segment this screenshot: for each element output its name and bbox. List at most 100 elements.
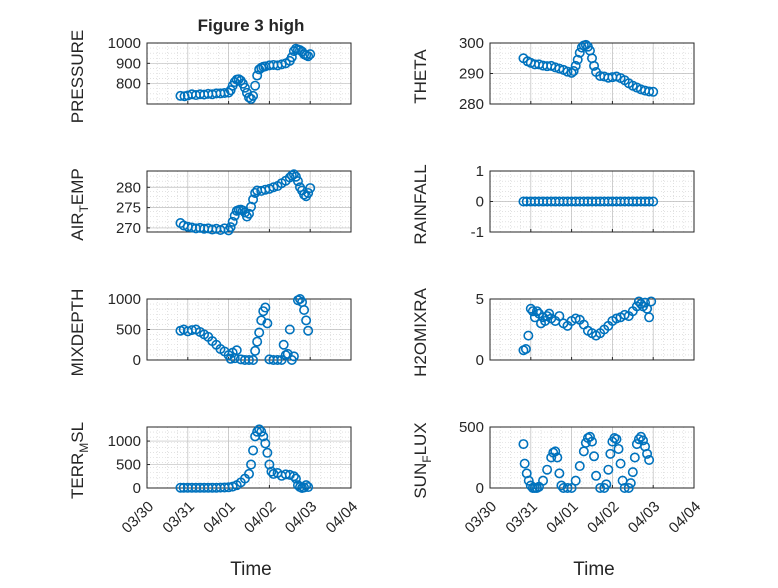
y-tick-label: 275 [116,200,141,217]
data-point [644,454,655,465]
data-point [570,60,581,71]
data-point [272,354,283,365]
data-point [299,482,310,493]
y-tick-label: 900 [116,55,141,72]
data-point [586,436,597,447]
data-point [225,222,236,233]
data-point [520,344,531,355]
y-tick-label: 270 [116,220,141,237]
subplot-rainfall: -1 0 1 RAINFALL [411,163,695,245]
data-point [303,51,314,62]
data-point [523,475,534,486]
data-point [266,466,277,477]
y-tick-label: 280 [459,96,484,113]
data-point [523,330,534,341]
y-tick-label: 1 [476,163,484,180]
data-point [554,311,565,322]
data-point [262,447,273,458]
y-tick-label: 300 [459,35,484,52]
data-point [268,182,279,193]
y-axis-label: THETA [411,49,430,104]
subplot-theta: 280 290 300 THETA [411,35,695,113]
y-tick-label: 1000 [108,433,141,450]
data-point [544,308,555,319]
data-point [648,86,659,97]
data-point [574,47,585,58]
data-point [225,353,236,364]
data-point [605,448,616,459]
x-tick-label: 03/30 [119,498,158,537]
data-point [619,482,630,493]
x-tick-label: 03/31 [159,498,198,537]
data-point [248,354,259,365]
data-point [554,468,565,479]
y-axis-label: AIRTEMP [68,168,91,241]
data-point [239,82,250,93]
subplot-terr_msl: 0 500 1000 TERRMSL 03/30 03/31 04/01 04/02 04/03… [68,422,361,537]
y-tick-label: 500 [116,322,141,339]
data-point [538,475,549,486]
x-axis-label-left: Time [230,559,272,580]
data-point [646,296,657,307]
data-point [519,458,530,469]
y-tick-label: 0 [476,194,484,211]
data-point [246,459,257,470]
subplot-mixdepth: 0 500 1000 MIXDEPTH [68,289,352,377]
data-point [303,482,314,493]
axes-box [489,426,695,489]
data-point [589,451,600,462]
data-point [258,431,269,442]
data-point [644,312,655,323]
y-tick-label: 800 [116,76,141,93]
data-point [648,196,659,207]
y-tick-label: 290 [459,66,484,83]
subplot-pressure: 800 900 1000 PRESSURE [68,30,352,123]
data-point [552,452,563,463]
x-tick-label: 04/01 [200,498,239,537]
axes-box [489,170,695,233]
data-point [562,66,573,77]
data-point [566,482,577,493]
y-tick-label: 500 [116,457,141,474]
data-point [299,304,310,315]
x-tick-label: 04/01 [543,498,582,537]
data-point [252,70,263,81]
data-point [637,435,648,446]
data-point [644,196,655,207]
y-axis-label: RAINFALL [411,164,430,244]
data-point [572,54,583,65]
data-point [584,431,595,442]
data-point [288,471,299,482]
data-point [288,351,299,362]
data-point [244,354,255,365]
data-point [301,315,312,326]
data-point [301,480,312,491]
data-point [254,327,265,338]
data-point [303,325,314,336]
data-point [290,473,301,484]
data-point [644,86,655,97]
y-axis-label: MIXDEPTH [68,289,87,377]
x-tick-label: 04/04 [323,498,362,537]
data-point [305,49,316,60]
data-point [542,464,553,475]
subplot-air_temp: 270 275 280 AIRTEMP [68,168,352,241]
data-point [640,297,651,308]
y-tick-label: 5 [476,291,484,308]
data-point [611,434,622,445]
data-point [276,59,287,70]
data-point [635,298,646,309]
data-point [219,88,230,99]
data-point [250,80,261,91]
x-axis-label-right: Time [573,559,615,580]
data-point [531,306,542,317]
data-point [570,313,581,324]
data-point [603,464,614,475]
data-point [252,426,263,437]
axes-box [489,42,695,105]
data-point [570,475,581,486]
x-tick-label: 03/30 [462,498,501,537]
y-axis-label: H2OMIXRA [411,287,430,376]
